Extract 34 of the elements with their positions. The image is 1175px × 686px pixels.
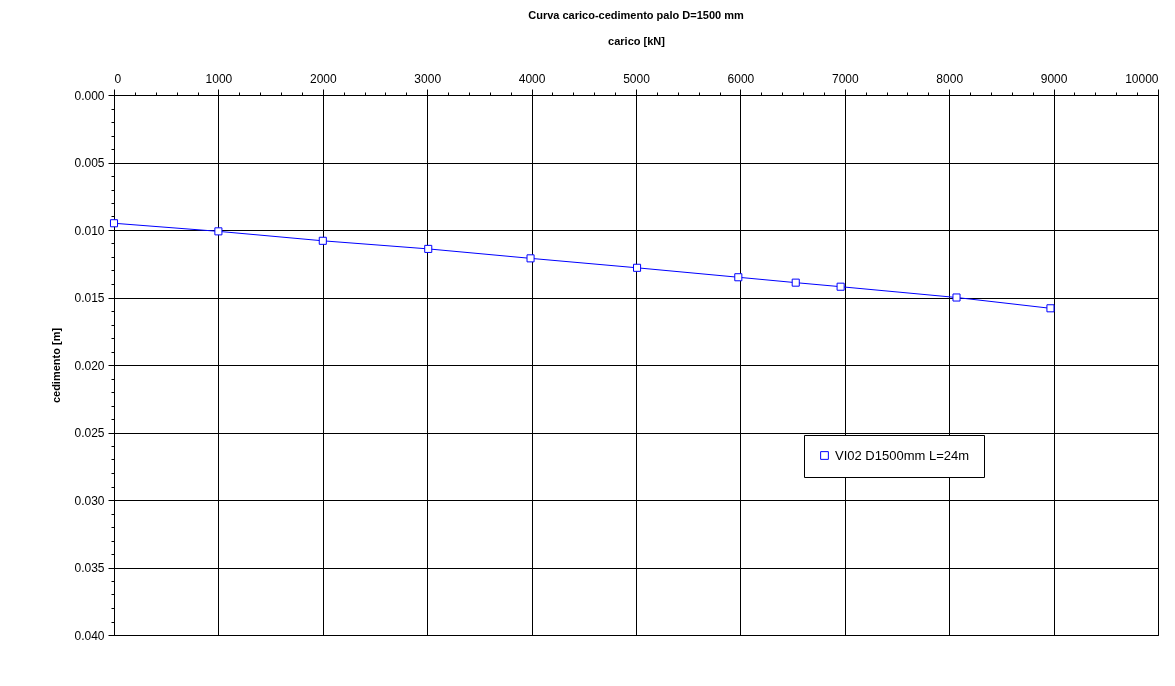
y-tick-label: 0.030: [74, 493, 105, 508]
point: [526, 254, 535, 263]
y-tick-label: 0.025: [74, 426, 105, 440]
point: [836, 282, 845, 291]
y-tick-label: 0.020: [74, 358, 105, 373]
point: [424, 244, 433, 253]
y-tick-label: 0.005: [74, 156, 105, 170]
x-tick-label: 8000: [936, 71, 964, 86]
legend-label: VI02 D1500mm L=24m: [835, 447, 970, 463]
x-axis-title: carico [kN]: [608, 34, 666, 47]
x-tick-label: 6000: [727, 71, 755, 86]
x-tick-label: 10000: [1125, 71, 1159, 86]
point: [952, 293, 961, 302]
x-tick-label: 2000: [309, 71, 337, 86]
x-tick-label: 4000: [518, 71, 546, 86]
y-tick-label: 0.000: [74, 88, 105, 103]
y-tick-label: 0.010: [74, 223, 105, 238]
x-tick-label: 0: [114, 71, 122, 86]
point: [214, 227, 223, 236]
y-tick-label: 0.035: [74, 561, 105, 575]
point: [791, 278, 800, 287]
y-tick-label: 0.040: [74, 628, 105, 643]
chart-title: Curva carico-cedimento palo D=1500 mm: [528, 9, 744, 21]
point: [1046, 304, 1055, 313]
y-tick-label: 0.015: [74, 291, 105, 305]
x-tick-label: 7000: [831, 71, 859, 86]
point: [633, 263, 642, 272]
x-tick-label: 3000: [414, 71, 442, 86]
x-tick-label: 1000: [205, 71, 233, 86]
x-tick-label: 5000: [623, 71, 651, 86]
y-axis-title: cedimento [m]: [50, 327, 63, 404]
point: [734, 273, 743, 282]
x-tick-label: 9000: [1040, 71, 1068, 86]
point: [318, 236, 327, 245]
